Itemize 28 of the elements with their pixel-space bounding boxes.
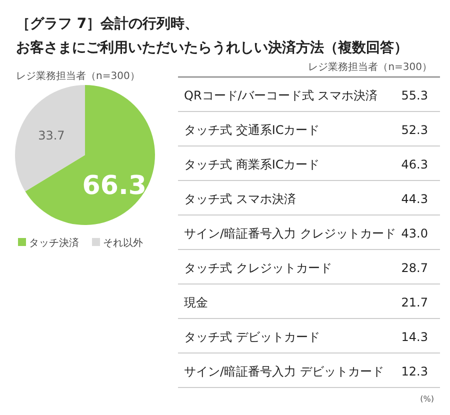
data-label: 28.7 [401,260,428,275]
category-label: タッチ式 交通系ICカード [184,122,320,137]
text: レジ業務担当者（n=300） [308,61,432,73]
text: レジ業務担当者（n=300） [16,70,140,82]
data-label: 55.3 [401,88,428,102]
data-label: 44.3 [401,192,428,206]
text: ［グラフ 7］会計の行列時、お客さまにご利用いただいたらうれしい決済方法（複数回答） [16,16,408,56]
data-label: 12.3 [401,364,428,378]
pie-slice [25,85,155,225]
legend-label: それ以外 [103,237,143,249]
pie-slice [15,85,85,192]
category-label: タッチ式 スマホ決済 [184,192,296,206]
data-label: 43.0 [401,226,428,240]
data-label: 14.3 [401,330,428,344]
category-label: 現金 [184,295,208,310]
data-label: 66.3 [82,171,146,202]
category-label: タッチ式 デビットカード [184,330,320,344]
category-label: サイン/暗証番号入力 デビットカード [184,364,384,378]
category-label: タッチ式 商業系ICカード [184,157,320,172]
category-label: タッチ式 クレジットカード [184,260,332,275]
data-label: 21.7 [401,295,428,310]
category-label: サイン/暗証番号入力 クレジットカード [184,226,396,240]
category-label: QRコード/バーコード式 スマホ決済 [184,88,378,102]
data-label: 52.3 [401,122,428,137]
data-label: 46.3 [401,157,428,172]
data-label: 33.7 [38,128,65,142]
text: (%) [420,394,434,404]
legend-label: タッチ決済 [29,237,79,249]
